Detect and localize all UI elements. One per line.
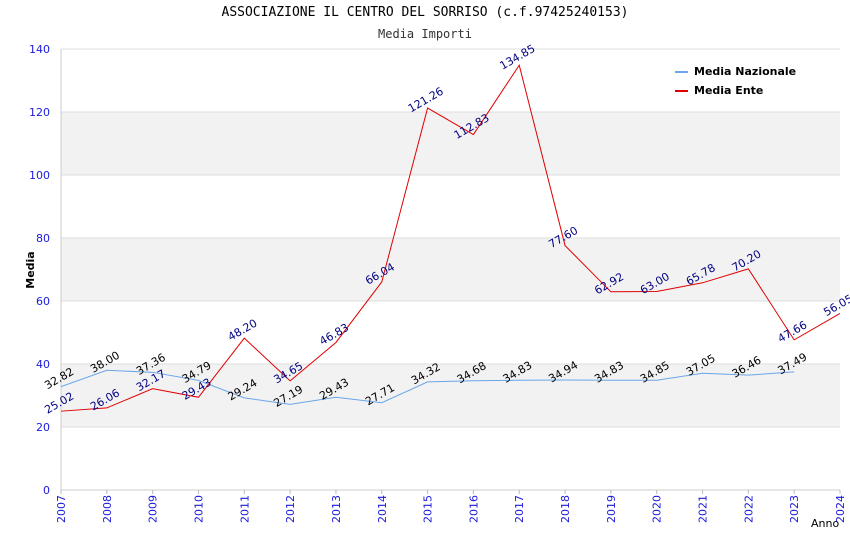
x-tick-label: 2021: [697, 495, 710, 523]
data-label: 48.20: [226, 317, 260, 344]
legend-label: Media Nazionale: [694, 65, 796, 78]
data-label: 47.66: [776, 318, 810, 345]
legend-label: Media Ente: [694, 84, 763, 97]
grid-band: [61, 112, 840, 175]
grid-band: [61, 238, 840, 301]
x-tick-label: 2007: [55, 495, 68, 523]
x-tick-label: 2015: [422, 495, 435, 523]
y-tick-label: 20: [36, 421, 50, 434]
y-tick-label: 60: [36, 295, 50, 308]
y-axis-title: Media: [24, 251, 37, 288]
y-tick-label: 140: [29, 43, 50, 56]
legend: Media Nazionale Media Ente: [675, 65, 796, 97]
series-line-media-ente: [60, 64, 841, 412]
x-tick-label: 2024: [834, 495, 847, 523]
x-tick-label: 2008: [101, 495, 114, 523]
axes: 0 20 40 60 80 100 120 140 2007 2008 2009 2010 2011 20…: [24, 43, 847, 530]
chart-title: ASSOCIAZIONE IL CENTRO DEL SORRISO (c.f.…: [221, 5, 629, 20]
x-tick-label: 2013: [330, 495, 343, 523]
data-label: 121.26: [406, 85, 446, 116]
x-tick-label: 2014: [376, 495, 389, 523]
x-tick-label: 2012: [284, 495, 297, 523]
x-tick-label: 2022: [742, 495, 755, 523]
x-tick-label: 2019: [605, 495, 618, 523]
x-tick-label: 2017: [513, 495, 526, 523]
x-tick-label: 2016: [467, 495, 480, 523]
y-tick-label: 120: [29, 106, 50, 119]
y-tick-label: 100: [29, 169, 50, 182]
x-axis-title: Anno: [811, 517, 839, 530]
x-tick-label: 2009: [147, 495, 160, 523]
grid-band: [61, 364, 840, 427]
y-tick-label: 40: [36, 358, 50, 371]
plot-bands: [61, 48, 840, 491]
series-lines: [60, 64, 841, 412]
x-tick-label: 2010: [192, 495, 205, 523]
series-line-media-nazionale: [60, 369, 795, 405]
y-tick-label: 80: [36, 232, 50, 245]
x-tick-label: 2011: [238, 495, 251, 523]
x-tick-label: 2020: [651, 495, 664, 523]
y-tick-label: 0: [43, 484, 50, 497]
x-tick-label: 2023: [788, 495, 801, 523]
x-tick-label: 2018: [559, 495, 572, 523]
chart-subtitle: Media Importi: [378, 27, 472, 41]
